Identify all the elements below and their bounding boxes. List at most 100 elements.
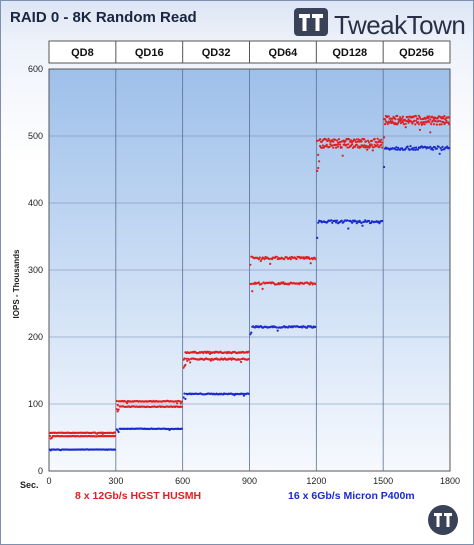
micron-point (446, 145, 449, 148)
micron-point (437, 145, 440, 148)
hgst-point (402, 123, 405, 126)
hgst-point (381, 141, 384, 144)
hgst-point (289, 258, 292, 261)
micron-point (354, 220, 357, 223)
hgst-point (373, 137, 376, 141)
hgst-point (308, 257, 311, 261)
hgst-point (268, 257, 271, 261)
hgst-point (50, 436, 53, 439)
hgst-point (321, 144, 324, 147)
hgst-point (309, 262, 312, 265)
hgst-point (438, 123, 441, 126)
hgst-point (346, 146, 349, 149)
hgst-point (407, 118, 410, 121)
micron-point (355, 222, 358, 225)
y-tick-label: 300 (28, 265, 43, 275)
micron-point (351, 221, 354, 224)
hgst-point (116, 410, 119, 413)
micron-point (346, 219, 349, 222)
micron-point (378, 222, 381, 225)
micron-point (347, 227, 350, 230)
hgst-point (363, 144, 366, 147)
y-axis-label: IOPS - Thousands (12, 249, 21, 318)
hgst-point (448, 116, 451, 119)
hgst-point (353, 145, 356, 148)
micron-point (439, 147, 442, 150)
hgst-point (185, 357, 188, 360)
hgst-point (240, 360, 243, 364)
hgst-point (307, 256, 310, 259)
phase-label-qd8: QD8 (71, 47, 94, 59)
hgst-point (387, 115, 390, 118)
hgst-point (334, 143, 337, 146)
micron-point (406, 145, 409, 148)
y-tick-label: 0 (38, 466, 43, 476)
hgst-point (113, 434, 116, 438)
hgst-point (336, 145, 340, 148)
hgst-point (176, 402, 179, 405)
hgst-point (338, 140, 341, 144)
hgst-point (442, 120, 445, 124)
hgst-point (275, 255, 278, 258)
x-tick-label: 600 (175, 476, 190, 486)
hgst-point (180, 405, 183, 408)
micron-point (335, 221, 338, 224)
hgst-point (425, 117, 428, 120)
hgst-point (372, 146, 375, 149)
hgst-point (419, 118, 422, 121)
hgst-point (439, 120, 442, 123)
hgst-point (115, 408, 118, 411)
y-tick-label: 200 (28, 332, 43, 342)
hgst-point (418, 128, 421, 131)
hgst-point (179, 402, 182, 405)
hgst-point (295, 257, 298, 261)
hgst-point (355, 138, 358, 141)
y-tick-label: 600 (28, 64, 43, 74)
hgst-point (247, 357, 250, 361)
micron-point (330, 219, 333, 222)
hgst-point (378, 146, 381, 149)
hgst-point (404, 126, 407, 129)
x-axis-label: Sec. (20, 480, 39, 490)
hgst-point (336, 141, 340, 144)
hgst-point (354, 141, 357, 144)
micron-point (416, 148, 420, 151)
hgst-point (355, 143, 358, 146)
micron-point (241, 392, 245, 395)
micron-point (184, 397, 187, 400)
hgst-point (437, 119, 440, 122)
hgst-point (396, 123, 399, 126)
hgst-point (316, 169, 319, 172)
hgst-point (362, 145, 365, 149)
micron-point (182, 396, 185, 399)
hgst-point (328, 145, 331, 148)
hgst-point (320, 140, 323, 143)
hgst-point (417, 114, 420, 117)
hgst-point (413, 119, 416, 122)
micron-point (331, 221, 334, 224)
hgst-point (257, 258, 260, 261)
hgst-point (364, 146, 367, 149)
hgst-point (183, 357, 186, 360)
micron-point (249, 333, 252, 336)
micron-point (413, 146, 416, 149)
hgst-point (399, 122, 403, 125)
micron-point (394, 148, 397, 151)
micron-point (275, 326, 278, 329)
hgst-point (399, 119, 402, 122)
micron-point (431, 147, 434, 150)
hgst-point (319, 138, 322, 141)
hgst-point (113, 431, 116, 434)
hgst-point (404, 122, 407, 125)
hgst-point (250, 282, 253, 286)
hgst-point (348, 138, 351, 141)
hgst-point (443, 115, 446, 118)
hgst-point (178, 400, 181, 403)
hgst-point (366, 148, 369, 151)
micron-point (180, 427, 183, 430)
hgst-point (314, 282, 317, 286)
hgst-point (368, 141, 371, 144)
hgst-point (260, 282, 263, 285)
hgst-point (186, 359, 189, 362)
hgst-point (115, 399, 118, 403)
